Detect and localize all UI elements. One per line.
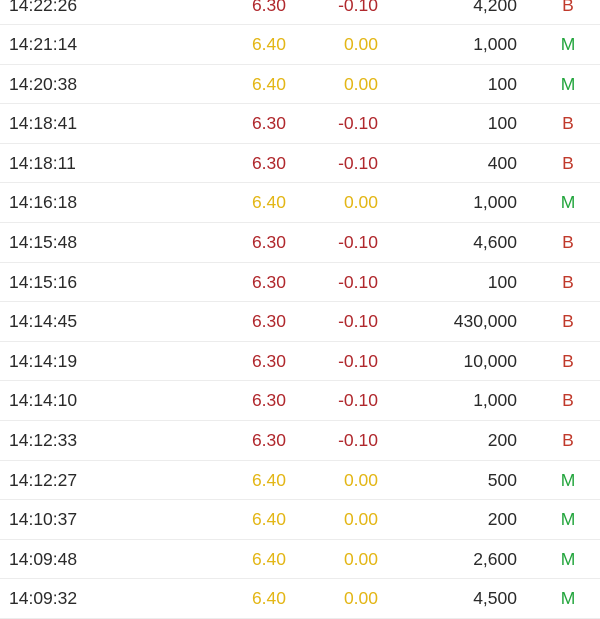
trade-change: -0.10 — [338, 271, 378, 292]
trade-type-badge: M — [560, 192, 576, 213]
trade-time: 14:14:10 — [9, 390, 78, 411]
trade-volume: 400 — [487, 152, 517, 173]
trade-price: 6.30 — [251, 232, 286, 253]
trade-time: 14:14:45 — [9, 311, 78, 332]
trade-row[interactable]: 14:09:32 6.40 0.00 4,500 M — [0, 579, 600, 619]
trade-change: 0.00 — [343, 548, 378, 569]
trade-change: -0.10 — [338, 390, 378, 411]
trade-row[interactable]: 14:20:38 6.40 0.00 100 M — [0, 65, 600, 105]
trade-price: 6.30 — [251, 271, 286, 292]
trade-price: 6.30 — [251, 390, 286, 411]
trade-row[interactable]: 14:14:19 6.30 -0.10 10,000 B — [0, 342, 600, 382]
trade-type-badge: B — [562, 311, 574, 332]
trade-change: -0.10 — [338, 0, 378, 15]
trade-volume: 10,000 — [463, 350, 517, 371]
trade-row[interactable]: 14:09:48 6.40 0.00 2,600 M — [0, 540, 600, 580]
trade-time: 14:22:26 — [9, 0, 78, 15]
trade-time: 14:16:18 — [9, 192, 78, 213]
trade-price: 6.40 — [251, 192, 286, 213]
trade-time: 14:09:48 — [9, 548, 78, 569]
trade-change: 0.00 — [343, 588, 378, 609]
trade-type-badge: B — [562, 350, 574, 371]
trade-price: 6.40 — [251, 469, 286, 490]
trade-price: 6.30 — [251, 152, 286, 173]
trade-volume: 4,600 — [473, 232, 517, 253]
trade-row[interactable]: 14:22:26 6.30 -0.10 4,200 B — [0, 0, 600, 26]
trade-time: 14:18:11 — [9, 152, 76, 173]
trade-type-badge: M — [560, 588, 576, 609]
trade-price: 6.30 — [251, 113, 286, 134]
trade-type-badge: B — [562, 113, 574, 134]
trade-row[interactable]: 14:21:14 6.40 0.00 1,000 M — [0, 25, 600, 65]
trade-type-badge: M — [560, 469, 576, 490]
trade-row[interactable]: 14:15:48 6.30 -0.10 4,600 B — [0, 223, 600, 263]
trade-volume: 1,000 — [473, 192, 517, 213]
trade-time: 14:15:16 — [9, 271, 78, 292]
trade-price: 6.40 — [251, 548, 286, 569]
trade-change: 0.00 — [343, 192, 378, 213]
trade-time: 14:20:38 — [9, 73, 78, 94]
trade-price: 6.40 — [251, 34, 286, 55]
trade-row[interactable]: 14:16:18 6.40 0.00 1,000 M — [0, 183, 600, 224]
trade-time: 14:12:33 — [9, 430, 78, 451]
trade-row[interactable]: 14:15:16 6.30 -0.10 100 B — [0, 263, 600, 303]
trade-volume: 100 — [487, 73, 517, 94]
trade-change: 0.00 — [343, 73, 378, 94]
trade-change: -0.10 — [338, 113, 378, 134]
trade-change: 0.00 — [343, 469, 378, 490]
trade-volume: 430,000 — [453, 311, 517, 332]
trade-row[interactable]: 14:12:27 6.40 0.00 500 M — [0, 461, 600, 501]
trade-row[interactable]: 14:18:41 6.30 -0.10 100 B — [0, 104, 600, 144]
trade-type-badge: B — [562, 430, 574, 451]
trade-row[interactable]: 14:18:11 6.30 -0.10 400 B — [0, 144, 600, 184]
trade-volume: 1,000 — [473, 390, 517, 411]
trade-volume: 100 — [487, 113, 517, 134]
trade-type-badge: M — [560, 509, 576, 530]
trade-volume: 500 — [487, 469, 517, 490]
trade-price: 6.30 — [251, 0, 286, 15]
trade-row[interactable]: 14:14:10 6.30 -0.10 1,000 B — [0, 381, 600, 422]
trade-price: 6.30 — [251, 311, 286, 332]
trade-time: 14:21:14 — [9, 34, 78, 55]
trade-volume: 4,500 — [473, 588, 517, 609]
trade-type-badge: B — [562, 152, 574, 173]
trade-type-badge: B — [562, 271, 574, 292]
trade-time: 14:10:37 — [9, 509, 78, 530]
trade-change: -0.10 — [338, 311, 378, 332]
trade-volume: 100 — [487, 271, 517, 292]
trade-change: -0.10 — [338, 152, 378, 173]
trade-type-badge: B — [562, 0, 574, 15]
trade-volume: 200 — [487, 430, 517, 451]
trade-price: 6.40 — [251, 588, 286, 609]
trade-price: 6.30 — [251, 430, 286, 451]
trade-time: 14:18:41 — [9, 113, 78, 134]
trade-volume: 200 — [487, 509, 517, 530]
trade-volume: 1,000 — [473, 34, 517, 55]
trade-type-badge: B — [562, 390, 574, 411]
trade-price: 6.40 — [251, 73, 286, 94]
trade-change: 0.00 — [343, 509, 378, 530]
trade-change: -0.10 — [338, 350, 378, 371]
trade-price: 6.40 — [251, 509, 286, 530]
trade-type-badge: M — [560, 73, 576, 94]
trade-time: 14:09:32 — [9, 588, 78, 609]
trade-volume: 4,200 — [473, 0, 517, 15]
trade-time: 14:12:27 — [9, 469, 78, 490]
trade-row[interactable]: 14:12:33 6.30 -0.10 200 B — [0, 421, 600, 461]
trade-price: 6.30 — [251, 350, 286, 371]
trade-change: -0.10 — [338, 430, 378, 451]
trade-time: 14:14:19 — [9, 350, 78, 371]
trade-type-badge: M — [560, 548, 576, 569]
trade-time: 14:15:48 — [9, 232, 78, 253]
trade-row[interactable]: 14:14:45 6.30 -0.10 430,000 B — [0, 302, 600, 342]
trade-change: 0.00 — [343, 34, 378, 55]
trade-type-badge: M — [560, 34, 576, 55]
trade-change: -0.10 — [338, 232, 378, 253]
trade-row[interactable]: 14:10:37 6.40 0.00 200 M — [0, 500, 600, 540]
trade-type-badge: B — [562, 232, 574, 253]
trade-volume: 2,600 — [473, 548, 517, 569]
